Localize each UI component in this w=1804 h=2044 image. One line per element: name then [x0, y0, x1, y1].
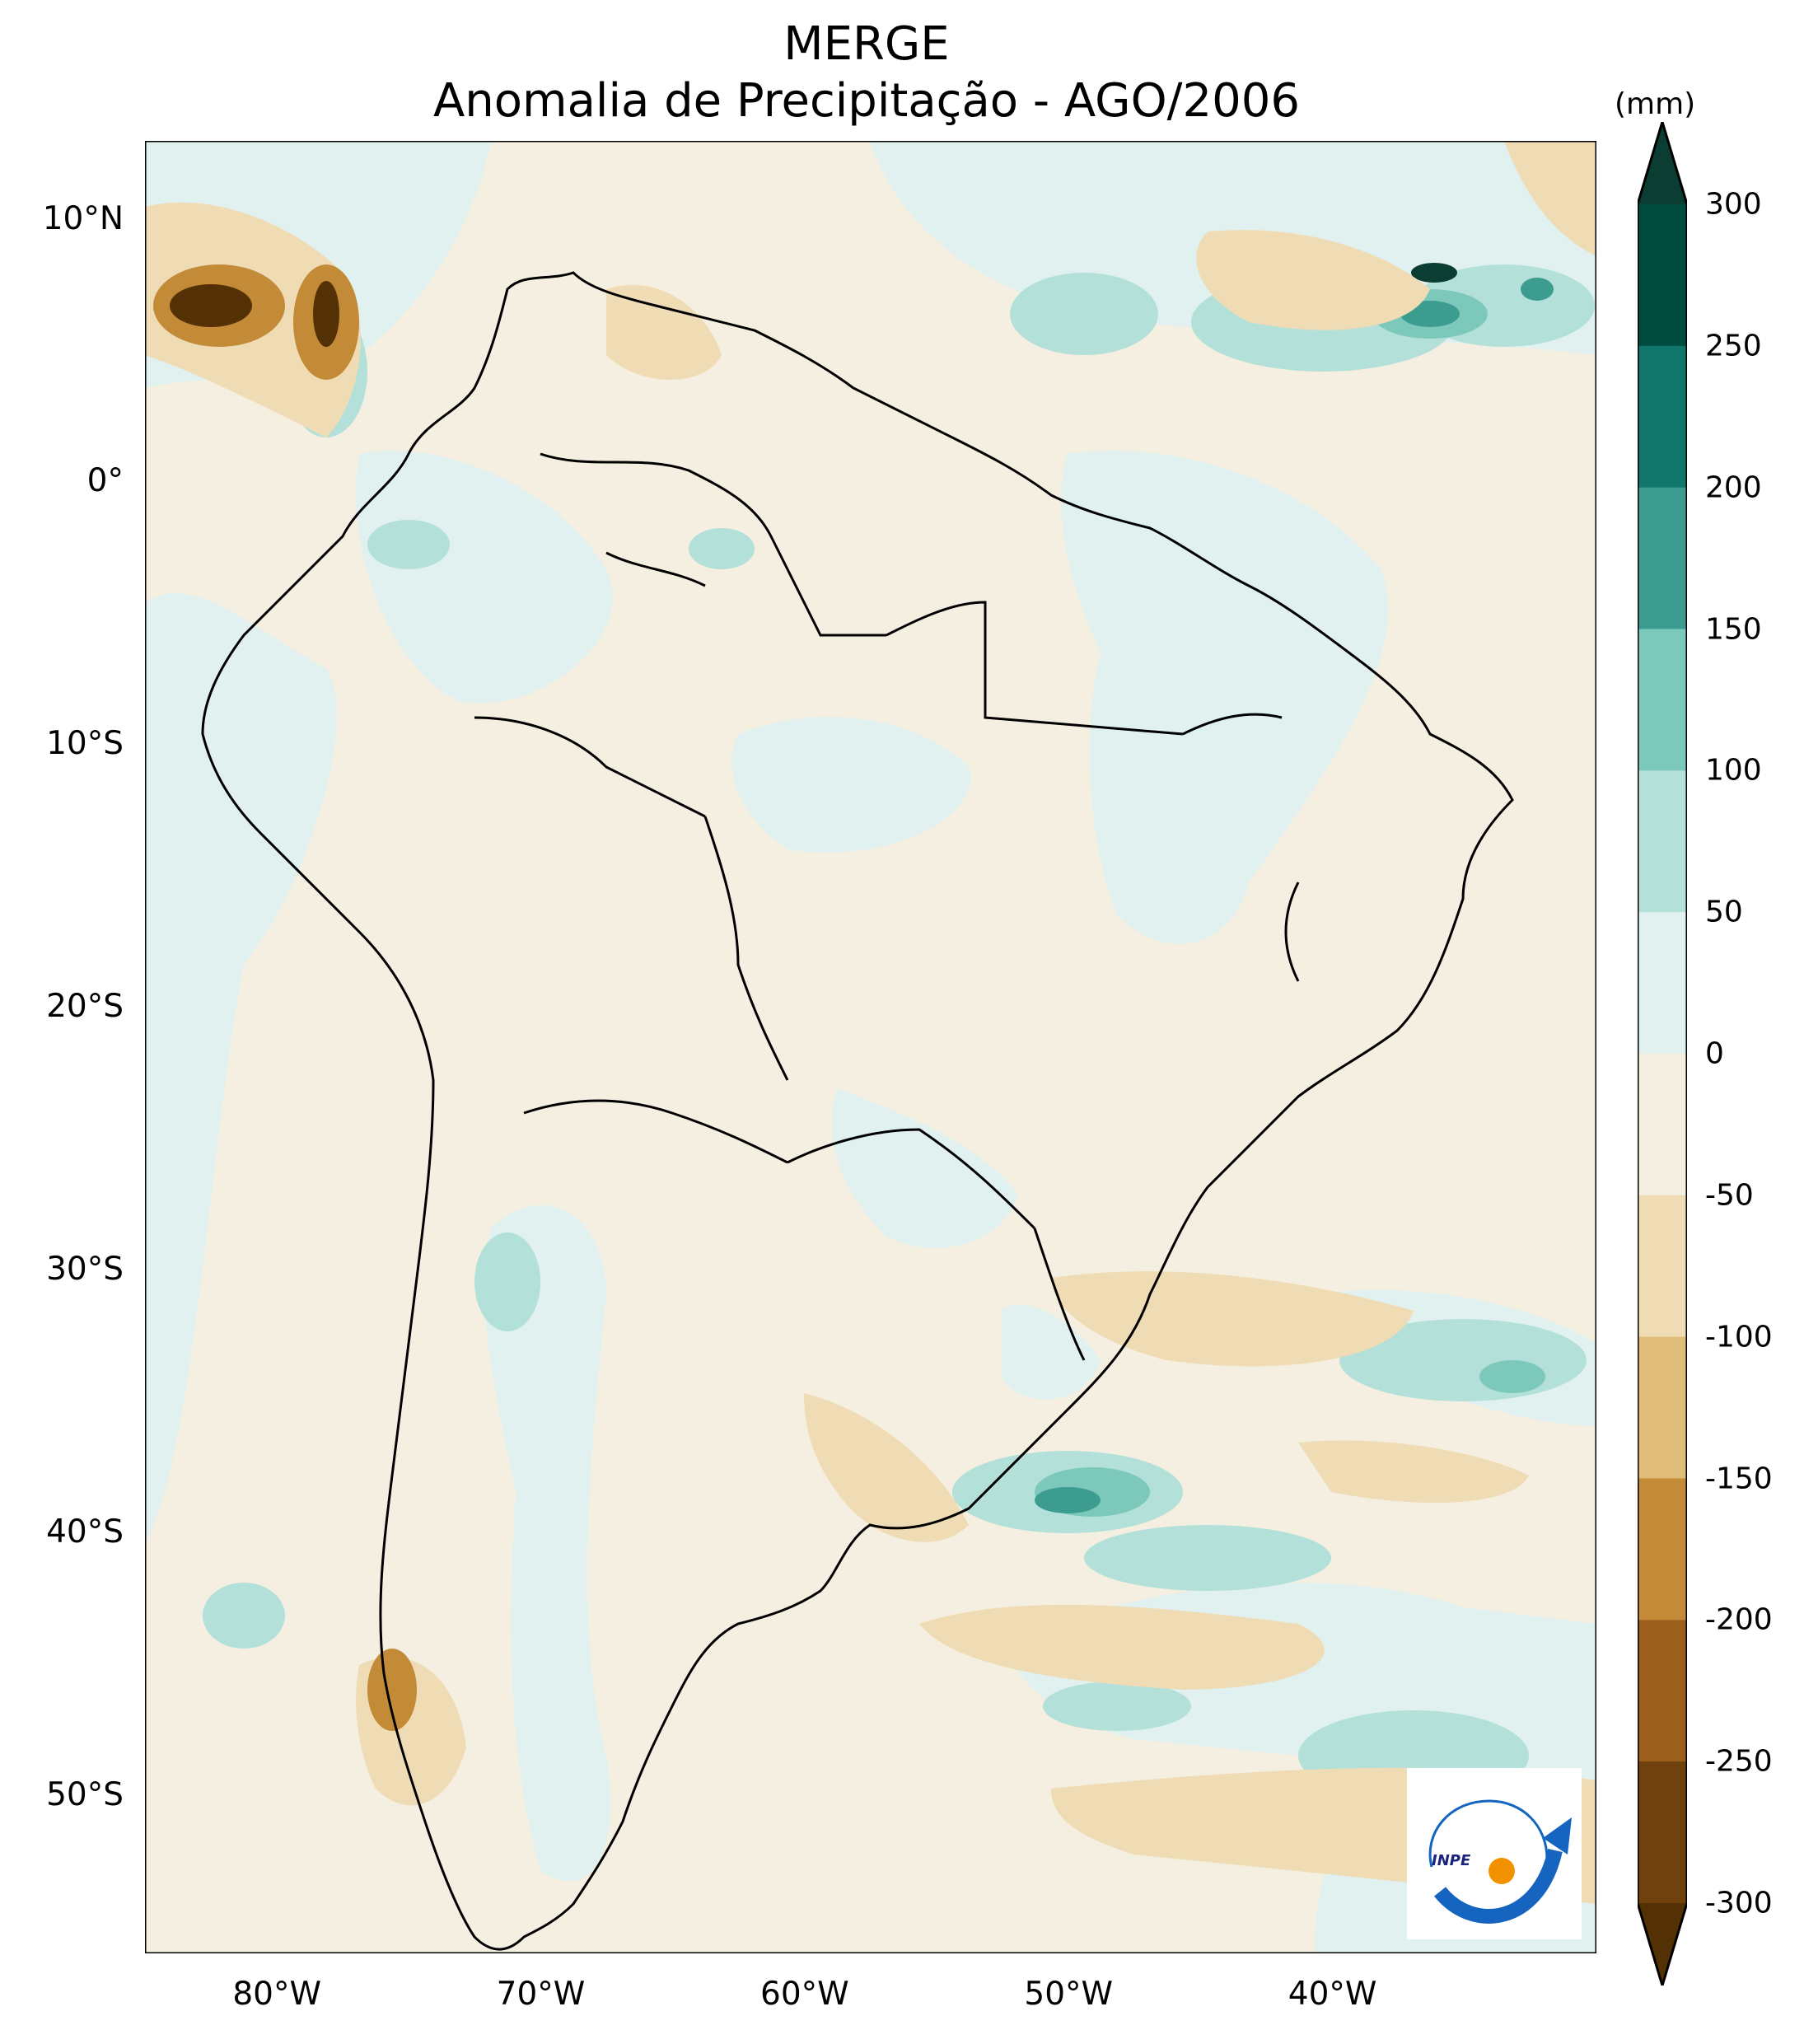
lat-tick-label: 30°S	[46, 1251, 124, 1288]
colorbar-unit: (mm)	[1615, 87, 1696, 121]
lon-tick-label: 80°W	[232, 1976, 322, 2013]
colorbar	[1638, 122, 1687, 1986]
colorbar-bin	[1638, 1620, 1687, 1762]
map-subtitle: Anomalia de Precipitação - AGO/2006	[432, 74, 1301, 128]
lon-tick-label: 70°W	[496, 1976, 586, 2013]
colorbar-bin	[1638, 912, 1687, 1055]
lat-tick-label: 40°S	[46, 1513, 124, 1551]
colorbar-bin	[1638, 1336, 1687, 1479]
lat-tick-label: 10°N	[42, 199, 124, 237]
lat-tick-label: 50°S	[46, 1775, 124, 1813]
colorbar-bin	[1638, 1054, 1687, 1196]
inpe-logo: INPE	[1407, 1768, 1582, 1939]
map-title: MERGE	[783, 17, 950, 71]
colorbar-bin	[1638, 1195, 1687, 1338]
inpe-logo-text: INPE	[1432, 1852, 1471, 1869]
colorbar-extend-min	[1638, 1903, 1687, 1986]
colorbar-bin	[1638, 345, 1687, 489]
colorbar-tick-label: 300	[1705, 187, 1762, 222]
colorbar-tick-label: -50	[1705, 1178, 1754, 1213]
colorbar-tick-label: 200	[1705, 470, 1762, 505]
colorbar-tick-label: 50	[1705, 895, 1743, 929]
colorbar-tick-label: 250	[1705, 329, 1762, 363]
colorbar-bin	[1638, 1761, 1687, 1904]
colorbar-tick-label: -300	[1705, 1886, 1773, 1920]
colorbar-bin	[1638, 1478, 1687, 1621]
colorbar-tick-label: 150	[1705, 612, 1762, 646]
coastlines-and-borders	[201, 271, 1514, 1951]
colorbar-bin	[1638, 629, 1687, 771]
colorbar-tick-label: 0	[1705, 1036, 1724, 1071]
lon-tick-label: 40°W	[1288, 1976, 1377, 2013]
colorbar-tick-label: -150	[1705, 1462, 1773, 1495]
map-plot	[145, 141, 1596, 1953]
lat-tick-label: 20°S	[46, 988, 124, 1026]
lat-tick-label: 10°S	[46, 725, 124, 763]
colorbar-extend-max	[1638, 122, 1687, 204]
colorbar-tick-label: -100	[1705, 1320, 1773, 1354]
colorbar-tick-label: 100	[1705, 753, 1762, 788]
lon-tick-label: 60°W	[760, 1976, 849, 2013]
colorbar-tick-label: -200	[1705, 1602, 1773, 1637]
extreme-negative-regions	[170, 281, 339, 347]
colorbar-bin	[1638, 770, 1687, 913]
colorbar-bin	[1638, 204, 1687, 347]
lat-tick-label: 0°	[86, 462, 124, 500]
colorbar-tick-label: -250	[1705, 1744, 1773, 1779]
lon-tick-label: 50°W	[1024, 1976, 1114, 2013]
colorbar-bin	[1638, 487, 1687, 629]
